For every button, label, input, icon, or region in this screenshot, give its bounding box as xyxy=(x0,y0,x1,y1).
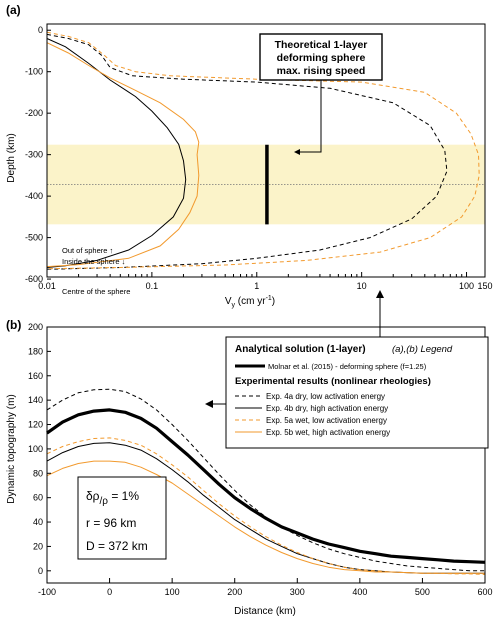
callout-line-1: Theoretical 1-layer xyxy=(275,39,368,51)
panel-a-xtick-label: 1 xyxy=(254,281,259,291)
panel-a-ytick-label: -200 xyxy=(25,108,43,118)
panel-b-ytick-label: 140 xyxy=(28,395,43,405)
panel-b-ticks: -100 0 100 200 300 400 500 600 0 20 40 60 80 100 120 14… xyxy=(28,322,493,597)
panel-a-ytick-label: -500 xyxy=(25,233,43,243)
panel-a-ylabel: Depth (km) xyxy=(6,133,17,182)
panel-a-xtick-label: 0.01 xyxy=(38,281,56,291)
legend-exp5b-label: Exp. 5b wet, high activation energy xyxy=(266,428,390,437)
panel-a-ytick-label: -100 xyxy=(25,67,43,77)
legend-experimental-title: Experimental results (nonlinear rheologi… xyxy=(235,376,431,387)
panel-b-xtick-label: 200 xyxy=(227,587,242,597)
legend-analytical-title: Analytical solution (1-layer) xyxy=(235,344,366,355)
panel-b-xlabel: Distance (km) xyxy=(234,606,296,617)
panel-b-ytick-label: 200 xyxy=(28,322,43,332)
panel-a-series-2 xyxy=(46,38,187,268)
param-radius: r = 96 km xyxy=(86,516,136,530)
panel-b-frame xyxy=(46,326,486,584)
param-depth: D = 372 km xyxy=(86,539,148,553)
inside-sphere-label: Inside the sphere ↓ xyxy=(62,257,125,266)
panel-b-series-1 xyxy=(46,408,486,564)
panel-b-xtick-label: 500 xyxy=(415,587,430,597)
legend-molnar-label: Molnar et al. (2015) - deforming sphere … xyxy=(268,362,427,371)
panel-b-series-4 xyxy=(46,437,486,575)
panel-b-ytick-label: 20 xyxy=(33,541,43,551)
callout-leader-line xyxy=(296,80,322,153)
panel-a-ytick-label: 0 xyxy=(38,25,43,35)
panel-b-series xyxy=(46,388,486,575)
panel-a-label: (a) xyxy=(6,3,21,17)
panel-b-ytick-label: 160 xyxy=(28,371,43,381)
max-speed-callout-box xyxy=(259,33,383,81)
panel-b-ytick-label: 0 xyxy=(38,566,43,576)
callout-line-2: deforming sphere xyxy=(277,52,366,64)
panel-a-series-1 xyxy=(46,33,448,270)
panel-a-xtick-label: 10 xyxy=(357,281,367,291)
legend-exp4a-label: Exp. 4a dry, low activation energy xyxy=(266,392,385,401)
panel-a-frame xyxy=(46,23,486,278)
parameters-box xyxy=(77,476,167,560)
legend-exp4b-label: Exp. 4b dry, high activation energy xyxy=(266,404,388,413)
panel-b-xtick-label: 600 xyxy=(477,587,492,597)
panel-a-ticks: 0.01 0.1 1 10 100 150 0 -100 -200 -300 -400 -500 -60… xyxy=(25,25,493,291)
panel-b-xtick-label: -100 xyxy=(38,587,56,597)
panel-b-ytick-label: 40 xyxy=(33,517,43,527)
panel-b-ytick-label: 80 xyxy=(33,468,43,478)
panel-a-series-4 xyxy=(46,42,200,268)
out-of-sphere-label: Out of sphere ↑ xyxy=(62,246,113,255)
panel-b-series-2 xyxy=(46,388,485,572)
panel-b-ylabel: Dynamic topography (m) xyxy=(6,394,17,503)
panel-a-ytick-label: -300 xyxy=(25,150,43,160)
legend-tag: (a),(b) Legend xyxy=(392,344,453,355)
panel-b-ytick-label: 120 xyxy=(28,420,43,430)
panel-b-label: (b) xyxy=(6,318,21,332)
callout-arrow-head xyxy=(294,149,300,155)
panel-a-xtick-label: 100 xyxy=(459,281,474,291)
legend-up-arrow-head xyxy=(376,290,384,298)
panel-a-ytick-label: -600 xyxy=(25,274,43,284)
callout-line-3: max. rising speed xyxy=(277,65,366,77)
legend-box xyxy=(225,336,489,449)
legend-left-arrow-head xyxy=(205,400,213,408)
panel-b-xtick-label: 100 xyxy=(165,587,180,597)
panel-b-xtick-label: 300 xyxy=(290,587,305,597)
panel-b-ytick-label: 180 xyxy=(28,346,43,356)
panel-a-series xyxy=(46,31,480,270)
panel-b-series-5 xyxy=(46,460,485,574)
centre-of-sphere-label: Centre of the sphere xyxy=(62,287,130,296)
panel-a-xtick-label: 0.1 xyxy=(146,281,159,291)
panel-a-ytick-label: -400 xyxy=(25,191,43,201)
panel-b-xtick-label: 0 xyxy=(107,587,112,597)
panel-b-ytick-label: 100 xyxy=(28,444,43,454)
legend-exp5a-label: Exp. 5a wet, low activation energy xyxy=(266,416,387,425)
panel-a-series-3 xyxy=(46,31,480,270)
param-drho: δρ/ρ = 1% xyxy=(86,489,139,507)
panel-a-xtick-label: 150 xyxy=(477,281,492,291)
panel-b-xtick-label: 400 xyxy=(352,587,367,597)
panel-b-ytick-label: 60 xyxy=(33,493,43,503)
panel-a-xlabel: Vy (cm yr-1) xyxy=(225,295,275,309)
